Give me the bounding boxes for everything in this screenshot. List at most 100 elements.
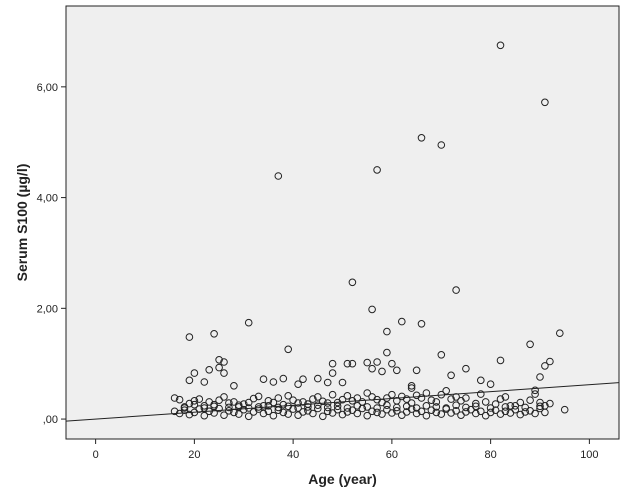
data-point <box>447 409 455 417</box>
data-point <box>274 394 283 402</box>
data-point <box>294 404 302 412</box>
y-tick-label: 4,00 <box>37 193 58 205</box>
data-point <box>225 403 233 412</box>
data-point <box>343 359 352 368</box>
data-point <box>526 340 534 349</box>
data-point <box>244 398 253 407</box>
data-point <box>521 408 530 416</box>
data-point <box>536 373 544 381</box>
data-point <box>437 141 446 149</box>
data-point <box>511 405 520 414</box>
data-point <box>531 386 539 395</box>
x-tick-label: 40 <box>287 449 299 461</box>
data-point <box>328 369 337 377</box>
data-point <box>486 408 495 417</box>
data-point <box>343 404 352 412</box>
data-point <box>264 402 273 410</box>
data-point <box>407 382 416 390</box>
data-point <box>422 402 431 410</box>
data-point <box>323 378 332 387</box>
data-point <box>185 333 194 341</box>
x-tick-label: 100 <box>580 449 598 461</box>
data-point <box>491 400 500 408</box>
data-point <box>314 404 322 413</box>
data-point <box>383 348 391 357</box>
data-point <box>333 402 342 411</box>
data-point <box>264 407 273 416</box>
data-point <box>353 409 362 418</box>
data-point <box>254 405 263 413</box>
data-point <box>393 366 401 375</box>
data-point <box>195 395 204 403</box>
data-point <box>531 390 539 398</box>
data-point <box>309 395 317 403</box>
data-point <box>373 358 381 366</box>
data-point <box>427 396 436 405</box>
data-point <box>481 398 490 406</box>
x-tick-label: 20 <box>188 449 200 461</box>
data-point <box>299 408 307 416</box>
data-point <box>284 392 293 400</box>
data-point <box>501 407 510 416</box>
points-layer <box>170 41 569 421</box>
data-point <box>373 408 381 417</box>
data-point <box>373 404 381 412</box>
data-point <box>417 394 426 402</box>
data-point <box>462 408 470 416</box>
data-point <box>185 410 194 419</box>
data-point <box>309 409 317 418</box>
data-point <box>190 369 199 377</box>
data-point <box>200 411 209 420</box>
data-point <box>398 317 406 326</box>
data-point <box>521 403 530 412</box>
data-point <box>393 407 401 415</box>
data-point <box>333 405 342 414</box>
data-point <box>264 397 273 405</box>
data-point <box>353 402 362 410</box>
data-point <box>363 358 372 367</box>
data-point <box>412 409 421 418</box>
data-point <box>323 399 332 407</box>
data-point <box>284 410 293 418</box>
data-point <box>437 410 446 418</box>
y-tick-label: 6,00 <box>37 82 58 94</box>
data-point <box>185 376 194 385</box>
data-point <box>477 390 485 398</box>
data-point <box>491 406 500 415</box>
data-point <box>244 412 253 421</box>
data-point <box>215 363 223 372</box>
data-point <box>412 366 421 375</box>
data-point <box>462 403 470 412</box>
y-axis-title: Serum S100 (µg/l) <box>14 164 30 282</box>
data-point <box>235 401 243 410</box>
data-point <box>363 403 372 411</box>
data-point <box>452 407 460 415</box>
data-point <box>501 393 510 401</box>
data-point <box>447 395 455 403</box>
data-point <box>383 327 391 336</box>
data-point <box>210 402 218 411</box>
data-point <box>338 378 347 387</box>
data-point <box>195 405 204 413</box>
data-point <box>402 402 411 411</box>
data-point <box>373 166 381 174</box>
data-point <box>328 359 337 368</box>
data-point <box>437 351 446 359</box>
data-point <box>472 402 480 411</box>
data-point <box>240 405 248 414</box>
data-point <box>432 403 441 411</box>
data-point <box>546 399 554 408</box>
data-point <box>190 397 199 405</box>
data-point <box>230 382 238 390</box>
data-point <box>472 399 480 408</box>
data-point <box>417 134 426 142</box>
data-point <box>363 411 372 420</box>
data-point <box>511 402 520 410</box>
data-point <box>269 378 278 386</box>
data-point <box>388 409 396 417</box>
data-point <box>279 408 288 417</box>
data-point <box>363 389 372 397</box>
data-point <box>353 394 362 402</box>
data-point <box>496 41 505 50</box>
data-point <box>314 393 322 401</box>
